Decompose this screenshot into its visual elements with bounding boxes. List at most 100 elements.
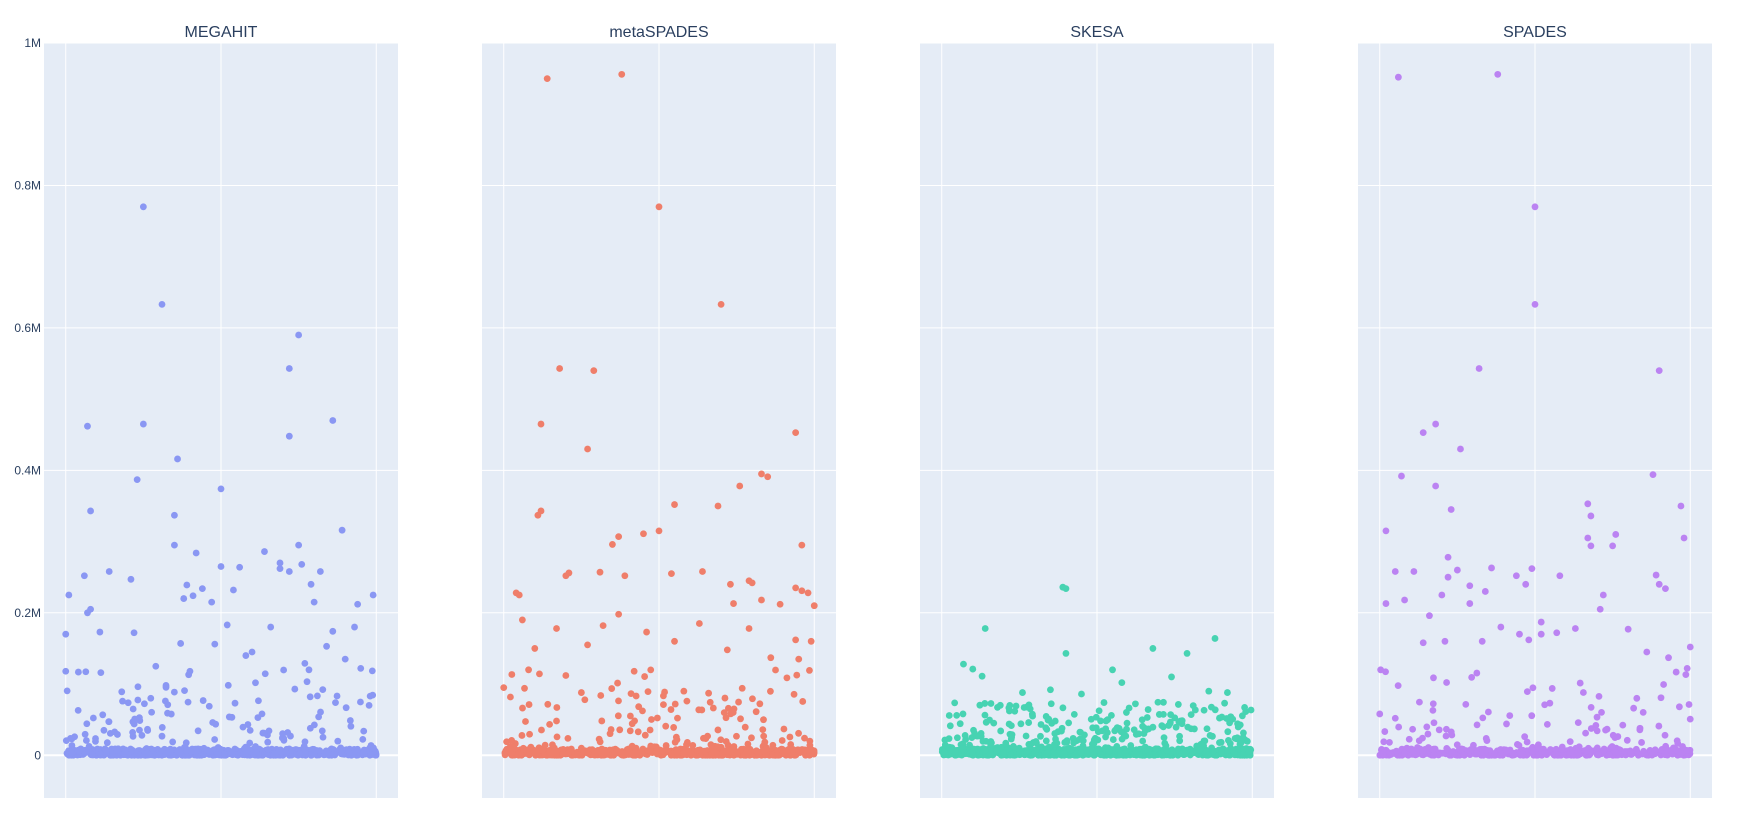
data-point xyxy=(565,569,573,577)
data-point xyxy=(1448,731,1456,739)
data-point xyxy=(525,746,533,754)
data-point xyxy=(549,741,556,749)
data-point xyxy=(655,203,663,211)
data-point xyxy=(360,727,368,735)
data-point xyxy=(1438,591,1446,599)
data-point xyxy=(1005,720,1013,728)
data-point xyxy=(945,712,953,719)
data-point xyxy=(960,660,967,668)
data-point xyxy=(1123,719,1131,727)
data-point xyxy=(1546,699,1554,707)
data-point xyxy=(1481,588,1489,595)
data-point xyxy=(124,699,132,707)
data-point xyxy=(745,625,753,632)
data-point xyxy=(1473,749,1481,757)
data-point xyxy=(1675,703,1683,711)
data-point xyxy=(959,710,967,718)
data-point xyxy=(730,600,737,607)
data-point xyxy=(1401,749,1409,757)
data-point xyxy=(369,691,377,699)
data-point xyxy=(105,718,113,726)
data-point xyxy=(1123,725,1130,733)
data-point xyxy=(695,706,703,714)
data-point xyxy=(1139,737,1147,745)
data-point xyxy=(1145,751,1153,759)
data-point xyxy=(1632,747,1640,755)
data-point xyxy=(723,646,731,654)
data-point xyxy=(1007,735,1015,743)
data-point xyxy=(1218,713,1226,721)
data-point xyxy=(590,367,598,375)
data-point xyxy=(987,700,995,707)
data-point xyxy=(211,736,219,743)
data-point xyxy=(1506,712,1514,719)
data-point xyxy=(141,750,149,758)
data-point xyxy=(1473,721,1481,729)
data-point xyxy=(230,586,237,594)
data-point xyxy=(200,744,208,752)
data-point xyxy=(945,735,953,743)
data-point xyxy=(608,685,616,692)
data-point xyxy=(994,703,1001,711)
data-point xyxy=(1183,650,1191,657)
data-point xyxy=(1419,429,1427,437)
data-point xyxy=(158,301,166,308)
data-point xyxy=(615,697,622,705)
data-point xyxy=(347,722,355,730)
data-point xyxy=(1168,673,1175,681)
data-point xyxy=(946,722,954,730)
data-point xyxy=(313,692,321,700)
data-point xyxy=(744,740,752,748)
data-point xyxy=(134,696,142,704)
data-point xyxy=(1042,724,1050,732)
data-point xyxy=(365,701,373,709)
data-point xyxy=(1443,679,1450,686)
data-point xyxy=(1240,745,1247,753)
data-point xyxy=(75,747,83,755)
data-point xyxy=(687,750,695,758)
data-point xyxy=(205,702,213,710)
data-point xyxy=(1051,717,1059,725)
y-tick-label-3: 0.6M xyxy=(14,321,41,335)
data-point xyxy=(1118,679,1126,687)
data-point xyxy=(177,640,185,647)
data-point xyxy=(1548,685,1556,692)
data-point xyxy=(1221,699,1228,707)
data-point xyxy=(246,726,254,734)
data-point xyxy=(727,710,735,718)
data-point xyxy=(306,724,314,732)
data-point xyxy=(129,732,137,740)
data-point xyxy=(332,699,339,707)
data-point xyxy=(1573,751,1581,759)
data-point xyxy=(276,565,284,573)
data-point xyxy=(301,738,309,746)
data-point xyxy=(1429,700,1437,708)
data-point xyxy=(1135,730,1143,738)
data-point xyxy=(333,692,341,700)
data-point xyxy=(1595,692,1603,700)
data-point xyxy=(599,622,607,630)
data-point xyxy=(1218,748,1225,756)
data-point xyxy=(1032,738,1040,745)
data-point xyxy=(173,751,181,759)
data-point xyxy=(1112,726,1119,734)
data-point xyxy=(1626,747,1634,755)
data-point xyxy=(329,417,337,424)
data-point xyxy=(969,748,976,756)
data-point xyxy=(562,672,570,679)
data-point xyxy=(1541,701,1549,709)
panel-title: SKESA xyxy=(1070,24,1124,41)
data-point xyxy=(1466,600,1474,607)
data-point xyxy=(1424,730,1432,738)
data-point xyxy=(92,737,99,745)
data-point xyxy=(1172,723,1180,731)
data-point xyxy=(1160,698,1167,706)
data-point xyxy=(305,666,313,674)
data-point xyxy=(628,720,636,728)
data-point xyxy=(291,685,299,693)
data-point xyxy=(1608,743,1616,750)
data-point xyxy=(1151,751,1159,759)
data-point xyxy=(1528,712,1536,720)
data-point xyxy=(634,728,642,736)
data-point xyxy=(261,670,269,678)
